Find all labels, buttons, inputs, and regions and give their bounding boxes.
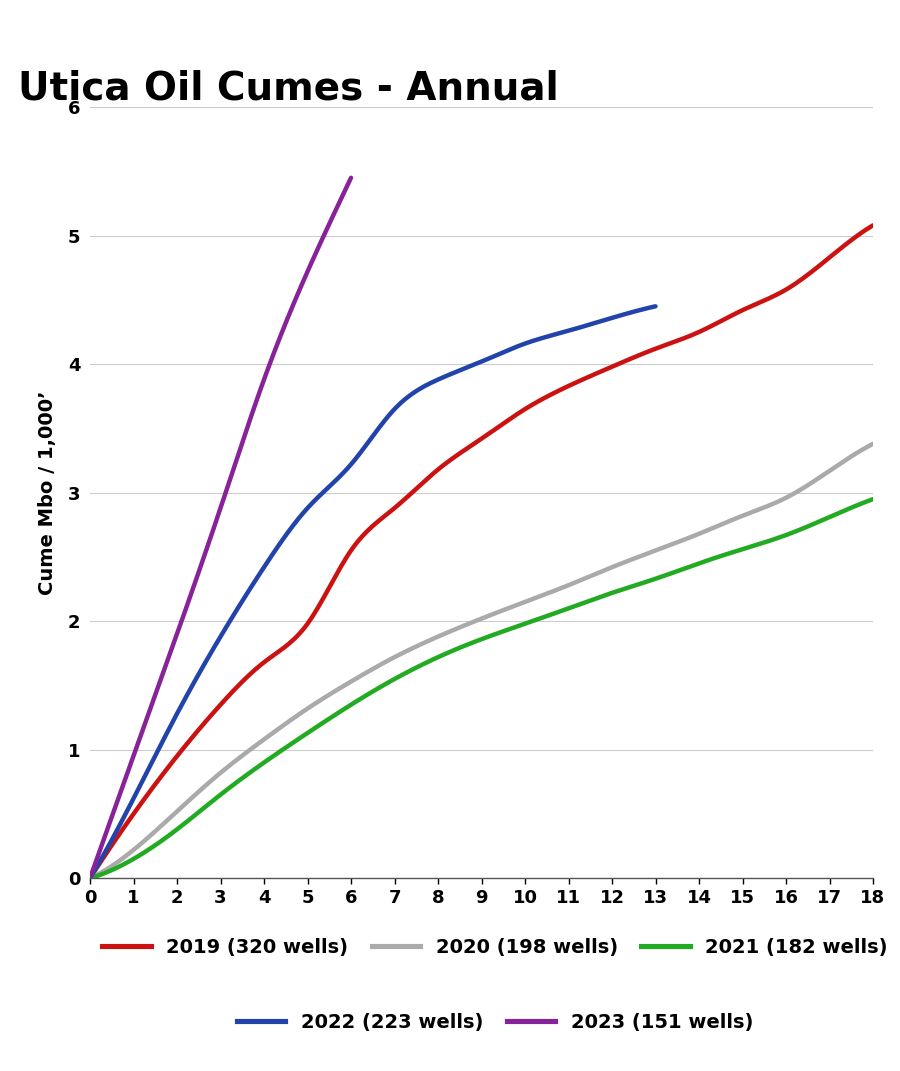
Y-axis label: Cume Mbo / 1,000’: Cume Mbo / 1,000’ [38,391,57,594]
Legend: 2022 (223 wells), 2023 (151 wells): 2022 (223 wells), 2023 (151 wells) [229,1006,761,1040]
Text: Utica Oil Cumes - Annual: Utica Oil Cumes - Annual [18,70,559,107]
Legend: 2019 (320 wells), 2020 (198 wells), 2021 (182 wells): 2019 (320 wells), 2020 (198 wells), 2021… [94,931,896,965]
